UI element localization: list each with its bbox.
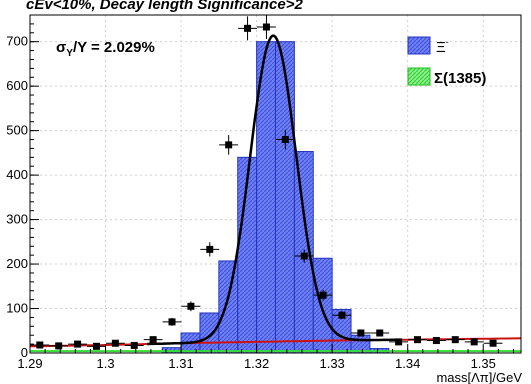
data-marker xyxy=(357,329,365,337)
data-point xyxy=(483,339,503,347)
fit-line xyxy=(147,34,397,346)
x-tick-label: 1.35 xyxy=(471,356,496,371)
data-point xyxy=(124,341,144,349)
data-marker xyxy=(111,339,119,347)
data-marker xyxy=(414,336,422,344)
data-point xyxy=(445,336,465,344)
data-marker xyxy=(74,340,82,348)
data-marker xyxy=(168,318,176,326)
x-tick-label: 1.34 xyxy=(395,356,420,371)
chart-title: cEv<10%, Decay length Significance>2 xyxy=(26,0,303,13)
data-point xyxy=(464,338,484,346)
sigma-value: /Y = 2.029% xyxy=(73,39,155,56)
data-point xyxy=(238,16,257,41)
legend-xi-symbol: Ξ xyxy=(436,39,446,56)
data-points xyxy=(30,15,503,350)
data-point xyxy=(181,301,201,312)
y-tick-label: 100 xyxy=(6,301,28,316)
y-tick-label: 200 xyxy=(6,256,28,271)
x-tick-label: 1.33 xyxy=(319,356,344,371)
data-point xyxy=(313,289,333,301)
x-tick-label: 1.32 xyxy=(244,356,269,371)
data-marker xyxy=(376,329,384,337)
data-point xyxy=(30,341,50,349)
data-point xyxy=(49,342,69,350)
data-point xyxy=(200,242,220,257)
legend-swatch-sigma1385 xyxy=(407,67,431,86)
y-tick-label: 300 xyxy=(6,212,28,227)
data-marker xyxy=(149,336,157,344)
y-tick-label: 0 xyxy=(21,345,28,360)
data-point xyxy=(389,338,409,346)
x-tick-label: 1.31 xyxy=(168,356,193,371)
histogram-bin xyxy=(199,312,220,354)
legend-label-xi: Ξ- xyxy=(436,37,449,56)
data-marker xyxy=(300,252,308,260)
data-point xyxy=(426,337,446,345)
data-marker xyxy=(187,302,195,310)
data-point xyxy=(351,329,371,337)
data-marker xyxy=(489,339,497,347)
data-marker xyxy=(36,341,44,349)
data-marker xyxy=(451,336,459,344)
data-marker xyxy=(225,141,233,149)
data-point xyxy=(105,339,125,347)
data-point xyxy=(332,311,352,320)
x-tick-label: 1.29 xyxy=(17,356,42,371)
x-tick-label: 1.3 xyxy=(96,356,114,371)
data-marker xyxy=(92,342,100,350)
legend-label-sigma1385: Σ(1385) xyxy=(434,70,486,87)
data-marker xyxy=(262,23,270,31)
y-tick-label: 400 xyxy=(6,167,28,182)
data-point xyxy=(219,135,239,155)
data-marker xyxy=(395,338,403,346)
histogram-bin xyxy=(312,257,333,354)
data-marker xyxy=(281,136,289,144)
y-tick-label: 600 xyxy=(6,78,28,93)
legend-xi-superscript: - xyxy=(446,37,449,47)
sigma-subscript: Y xyxy=(66,48,73,59)
data-marker xyxy=(319,291,327,299)
data-point xyxy=(256,15,276,40)
legend-swatch-xi xyxy=(407,36,431,55)
data-point xyxy=(162,317,182,326)
y-tick-label: 700 xyxy=(6,34,28,49)
y-tick-label: 500 xyxy=(6,123,28,138)
legend: Ξ- Σ(1385) xyxy=(407,36,486,87)
data-point xyxy=(370,329,390,337)
axes: 1.29 1.3 1.31 1.32 1.33 1.34 1.35 0 100 200 300 400… xyxy=(6,23,514,371)
data-marker xyxy=(338,311,346,319)
data-marker xyxy=(470,338,478,346)
data-point xyxy=(68,340,88,348)
sigma-annotation: σY/Y = 2.029% xyxy=(56,39,155,59)
histogram-bin xyxy=(275,41,295,354)
data-marker xyxy=(432,337,440,345)
fit-curve xyxy=(147,34,397,346)
data-point xyxy=(143,336,163,344)
data-point xyxy=(87,342,106,350)
data-marker xyxy=(55,342,63,350)
data-marker xyxy=(206,245,214,253)
x-axis-label: mass[Λπ]/GeV xyxy=(436,370,522,384)
histogram-bin xyxy=(218,260,239,354)
data-point xyxy=(275,129,295,150)
data-marker xyxy=(244,24,252,32)
data-marker xyxy=(130,341,138,349)
data-point xyxy=(294,249,314,263)
sigma-symbol: σ xyxy=(56,39,66,56)
data-point xyxy=(408,336,427,344)
